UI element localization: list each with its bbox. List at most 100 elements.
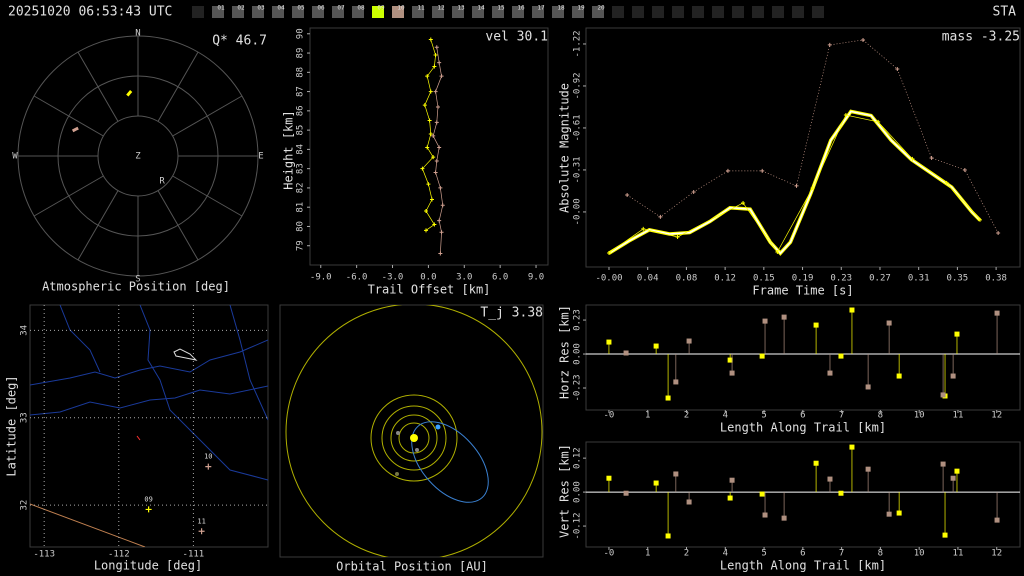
point	[729, 477, 735, 483]
y-tick-label: 85	[296, 125, 306, 136]
sun	[410, 434, 418, 442]
x-tick-label: -6.0	[346, 273, 368, 283]
point	[827, 42, 832, 47]
camera-box	[332, 6, 344, 18]
ground-track	[30, 503, 146, 547]
radiant-label: R	[159, 176, 165, 186]
camera-label: 05	[297, 5, 305, 12]
planet	[415, 448, 419, 452]
point	[424, 209, 429, 214]
camera-box	[372, 6, 384, 18]
y-tick-label: 89	[296, 48, 306, 59]
point	[431, 155, 436, 160]
camera-label: 03	[257, 5, 265, 12]
map-features	[30, 305, 268, 547]
point	[910, 156, 915, 161]
lake	[173, 348, 198, 361]
camera-box	[272, 6, 284, 18]
camera-box	[592, 6, 604, 18]
point	[420, 166, 425, 171]
x-tick-label: 0.12	[714, 274, 736, 284]
y-tick-label: 87	[296, 86, 306, 97]
point	[775, 249, 780, 254]
river	[30, 339, 268, 386]
camera-box	[312, 6, 324, 18]
camera-label: 16	[517, 5, 525, 12]
polar-spoke	[157, 51, 199, 122]
chart-title: Atmospheric Position [deg]	[42, 280, 230, 294]
x-tick-label: 8	[878, 549, 883, 559]
point	[760, 168, 765, 173]
point	[849, 307, 855, 313]
y-tick-label: -0.00	[573, 198, 583, 225]
point	[439, 230, 444, 235]
x-tick-label: 6.0	[492, 273, 508, 283]
point	[940, 392, 946, 398]
point	[876, 119, 881, 124]
track-segment	[136, 435, 141, 441]
point	[437, 145, 442, 150]
camera-box	[512, 6, 524, 18]
point	[865, 466, 871, 472]
jupiter-orbit	[285, 305, 543, 557]
camera-box	[212, 6, 224, 18]
point	[428, 89, 433, 94]
planet	[396, 431, 400, 435]
earth-orbit	[381, 405, 447, 471]
camera-box	[652, 6, 664, 18]
camera-box	[492, 6, 504, 18]
point	[962, 167, 967, 172]
point	[432, 222, 437, 227]
river	[59, 305, 101, 373]
point	[781, 515, 787, 521]
camera-label: 15	[497, 5, 505, 12]
x-tick-label: 6	[800, 411, 805, 421]
x-tick-label: 9.0	[528, 273, 544, 283]
y-tick-label: -0.31	[573, 156, 583, 183]
polar-spoke	[77, 190, 119, 261]
y-tick-label: 0.12	[573, 447, 583, 469]
x-tick-label: 5	[761, 549, 766, 559]
x-tick-label: 11	[953, 411, 964, 421]
y-tick-label: 81	[296, 202, 306, 213]
point	[838, 490, 844, 496]
planet	[395, 472, 399, 476]
x-tick-label: -3.0	[382, 273, 404, 283]
annotation: mass -3.25	[942, 30, 1020, 45]
station-label: 11	[197, 517, 205, 525]
point	[623, 490, 629, 496]
x-tick-label: -112	[108, 550, 130, 560]
orbit-diagram	[285, 305, 543, 557]
point	[606, 475, 612, 481]
point	[727, 495, 733, 501]
x-axis-label: Frame Time [s]	[752, 284, 853, 298]
point	[425, 145, 430, 150]
track	[71, 126, 79, 133]
point	[954, 468, 960, 474]
x-tick-label: 7	[839, 411, 844, 421]
station-label: STA	[993, 5, 1017, 20]
point	[781, 314, 787, 320]
camera-box	[732, 6, 744, 18]
station-label: 10	[204, 453, 212, 461]
x-tick-label: 0.27	[869, 274, 891, 284]
point	[813, 322, 819, 328]
point	[843, 113, 848, 118]
point	[861, 37, 866, 42]
point	[623, 350, 629, 356]
direction-label: S	[135, 275, 140, 285]
point	[940, 461, 946, 467]
point	[942, 532, 948, 538]
point	[424, 228, 429, 233]
point	[438, 251, 443, 256]
x-tick-label: 10	[914, 411, 925, 421]
point	[439, 74, 444, 79]
y-tick-label: -0.23	[573, 374, 583, 401]
point	[434, 158, 439, 163]
x-tick-label: -111	[183, 550, 205, 560]
point	[838, 353, 844, 359]
x-tick-label: 7	[839, 549, 844, 559]
x-axis-label: Length Along Trail [km]	[720, 421, 886, 435]
x-tick-label: 2	[684, 549, 689, 559]
